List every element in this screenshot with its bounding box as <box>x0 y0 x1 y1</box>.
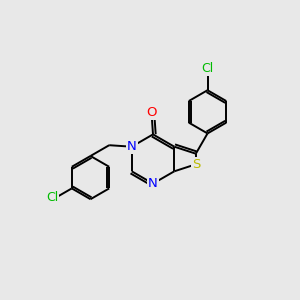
Text: N: N <box>148 177 158 190</box>
Text: Cl: Cl <box>46 190 58 204</box>
Text: N: N <box>127 140 136 153</box>
Text: Cl: Cl <box>201 62 214 75</box>
Text: S: S <box>192 158 200 171</box>
Text: O: O <box>146 106 157 119</box>
